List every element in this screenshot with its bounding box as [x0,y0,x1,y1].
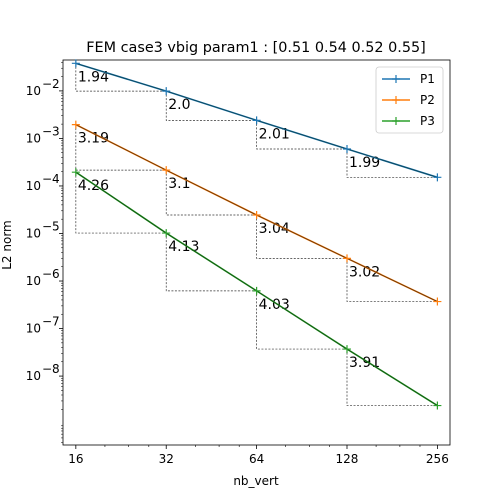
convergence-rate-label: 3.91 [349,355,380,371]
x-tick-label: 128 [336,452,359,466]
legend-label-p3: P3 [420,114,435,128]
data-point-p2 [252,210,261,219]
legend-marker-p3 [392,117,400,125]
convergence-rate-label: 3.1 [168,176,190,192]
data-point-p3 [252,286,261,295]
convergence-rate-label: 4.13 [168,239,199,255]
data-point-p1 [433,173,442,182]
y-tick-label: 10 [26,274,41,288]
slope-triangle [165,91,257,121]
slope-triangle [165,233,257,292]
convergence-rate-label: 3.04 [259,221,290,237]
slope-triangle [346,258,438,302]
y-tick-exponent: −8 [42,362,60,376]
data-point-p1 [252,116,261,125]
convergence-rate-label: 1.99 [349,155,380,171]
convergence-rate-label: 3.02 [349,264,380,280]
x-tick-label: 32 [159,452,174,466]
data-point-p1 [162,87,171,96]
chart-title: FEM case3 vbig param1 : [0.51 0.54 0.52 … [86,40,426,56]
y-tick-label: 10 [26,84,41,98]
y-tick-exponent: −6 [42,267,60,281]
slope-triangle [256,120,347,150]
data-point-p3 [342,345,351,354]
y-tick-label: 10 [26,226,41,240]
slope-triangle [256,214,347,259]
data-point-p3 [71,168,80,177]
y-tick-label: 10 [26,131,41,145]
plot-area: 16 32 64 128 25610−210−310−410−510−610−710−8… [26,59,451,466]
data-point-p3 [162,229,171,238]
data-point-p2 [433,297,442,306]
slope-triangle [75,63,167,92]
y-tick-label: 10 [26,322,41,336]
data-point-p1 [71,59,80,68]
convergence-rate-label: 3.19 [78,131,109,147]
data-point-p2 [162,166,171,175]
legend-label-p1: P1 [420,72,435,86]
data-point-p2 [342,254,351,263]
legend-label-p2: P2 [420,93,435,107]
y-tick-exponent: −5 [42,219,60,233]
data-point-p1 [342,144,351,153]
legend: P1 P2 P3 [375,66,444,134]
slope-triangle [346,349,438,406]
y-tick-label: 10 [26,369,41,383]
legend-marker-p2 [392,96,400,104]
x-axis-label: nb_vert [233,474,279,488]
y-axis-label: L2 norm [0,220,14,270]
convergence-rate-label: 2.0 [168,97,190,113]
y-tick-exponent: −4 [42,172,60,186]
y-tick-exponent: −3 [42,124,60,138]
slope-triangle [346,148,438,178]
slope-triangle [75,172,167,234]
convergence-rate-label: 2.01 [259,126,290,142]
x-tick-label: 16 [68,452,83,466]
y-tick-label: 10 [26,179,41,193]
convergence-rate-label: 1.94 [78,69,109,85]
y-tick-exponent: −7 [42,315,60,329]
data-point-p2 [71,120,80,129]
x-tick-label: 64 [249,452,264,466]
y-tick-exponent: −2 [42,77,60,91]
slope-triangle [165,170,257,216]
x-tick-label: 256 [426,452,449,466]
legend-marker-p1 [392,75,400,83]
slope-triangle [256,290,347,350]
data-point-p3 [433,401,442,410]
convergence-rate-label: 4.03 [259,297,290,313]
